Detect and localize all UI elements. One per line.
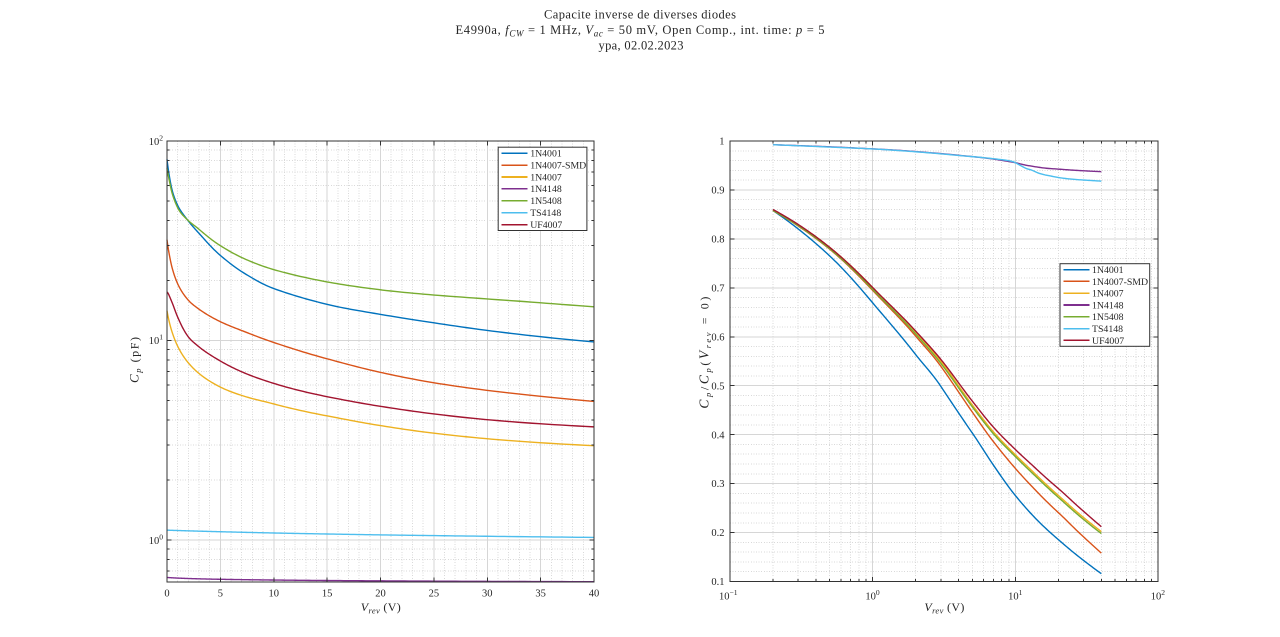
svg-text:0.3: 0.3 <box>711 479 724 490</box>
svg-text:0.9: 0.9 <box>711 186 724 197</box>
svg-text:1N4001: 1N4001 <box>530 149 562 160</box>
svg-text:35: 35 <box>535 589 546 600</box>
svg-text:1N5408: 1N5408 <box>1092 312 1124 323</box>
svg-text:1N5408: 1N5408 <box>530 196 562 207</box>
svg-text:1N4007-SMD: 1N4007-SMD <box>530 160 586 171</box>
svg-text:Capacite inverse de diverses d: Capacite inverse de diverses diodes <box>544 8 736 22</box>
svg-text:1N4148: 1N4148 <box>1092 300 1124 311</box>
svg-text:1N4148: 1N4148 <box>530 184 562 195</box>
svg-text:1N4007: 1N4007 <box>1092 289 1124 300</box>
svg-text:TS4148: TS4148 <box>530 208 561 219</box>
svg-text:0.6: 0.6 <box>711 332 724 343</box>
svg-text:40: 40 <box>589 589 600 600</box>
svg-text:TS4148: TS4148 <box>1092 324 1123 335</box>
svg-text:E4990a, fCW = 1 MHz, Vac = 50: E4990a, fCW = 1 MHz, Vac = 50 mV, Open C… <box>456 23 825 39</box>
svg-text:10: 10 <box>269 589 280 600</box>
svg-text:20: 20 <box>375 589 386 600</box>
svg-text:0.1: 0.1 <box>711 577 724 588</box>
svg-text:0.7: 0.7 <box>711 283 724 294</box>
svg-text:1N4007-SMD: 1N4007-SMD <box>1092 277 1148 288</box>
svg-text:1N4001: 1N4001 <box>1092 265 1124 276</box>
svg-text:1N4007: 1N4007 <box>530 172 562 183</box>
svg-text:Cp/Cp(Vrev = 0): Cp/Cp(Vrev = 0) <box>697 297 714 409</box>
svg-text:1: 1 <box>719 137 724 148</box>
svg-text:0: 0 <box>164 589 169 600</box>
svg-text:ypa, 02.02.2023: ypa, 02.02.2023 <box>599 38 684 52</box>
svg-text:Vrev (V): Vrev (V) <box>924 600 964 616</box>
svg-text:25: 25 <box>429 589 440 600</box>
svg-text:5: 5 <box>218 589 223 600</box>
svg-text:0.2: 0.2 <box>711 528 724 539</box>
svg-text:15: 15 <box>322 589 333 600</box>
svg-text:Vrev (V): Vrev (V) <box>361 600 401 616</box>
svg-text:UF4007: UF4007 <box>530 220 562 231</box>
svg-text:UF4007: UF4007 <box>1092 336 1124 347</box>
svg-text:0.5: 0.5 <box>711 381 724 392</box>
svg-text:30: 30 <box>482 589 493 600</box>
svg-text:0.8: 0.8 <box>711 235 724 246</box>
svg-text:0.4: 0.4 <box>711 430 725 441</box>
svg-text:Cp (pF): Cp (pF) <box>127 337 144 383</box>
